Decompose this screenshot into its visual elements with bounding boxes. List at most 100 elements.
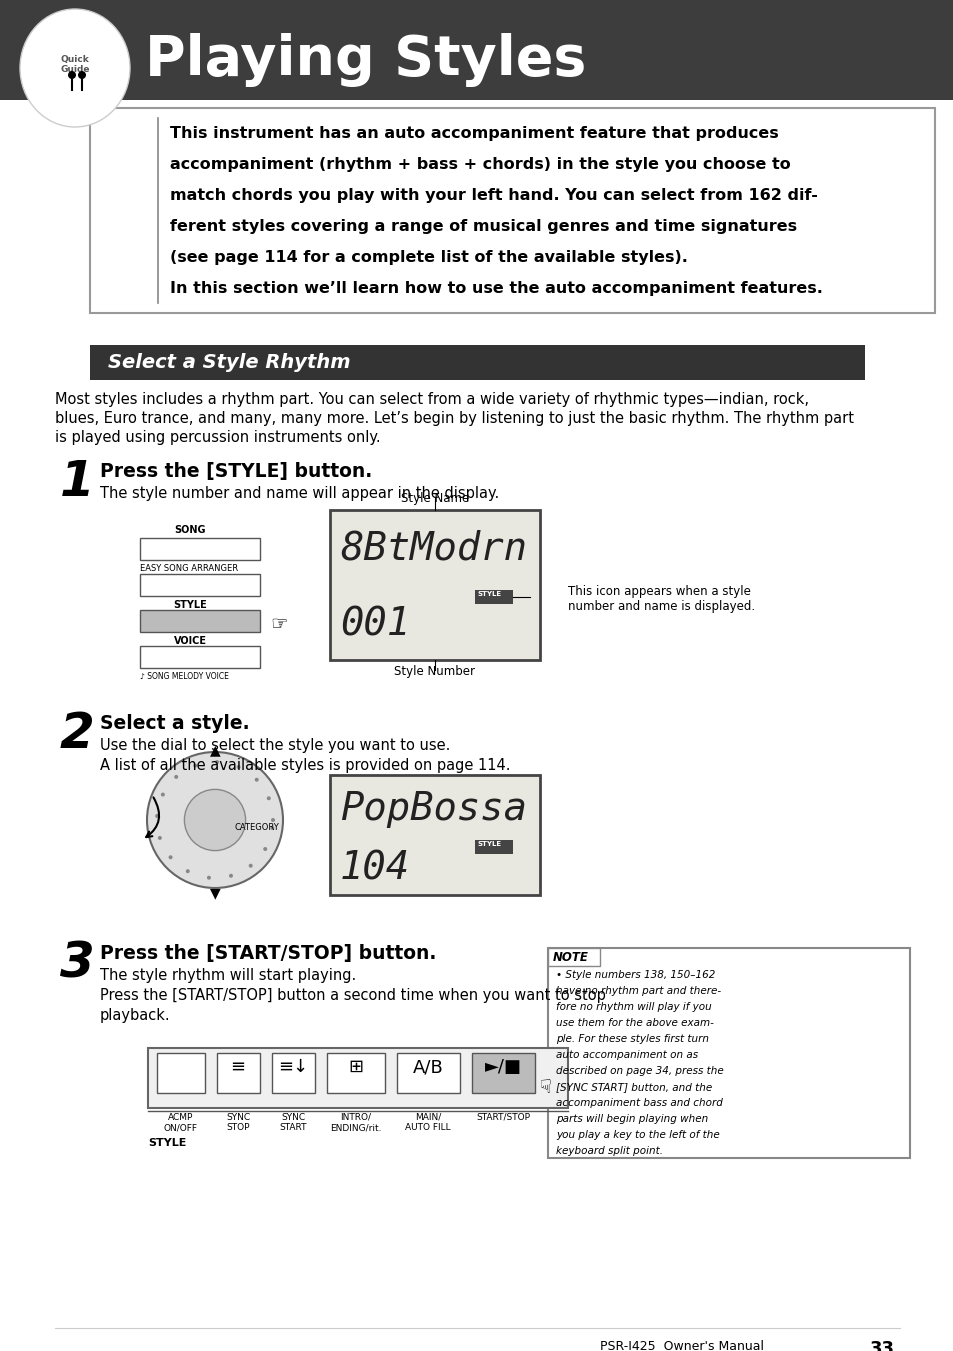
- Circle shape: [68, 72, 76, 78]
- Bar: [216, 1052, 260, 1093]
- Text: [SYNC START] button, and the: [SYNC START] button, and the: [556, 1082, 712, 1092]
- Text: ►/■: ►/■: [484, 1058, 521, 1075]
- Circle shape: [193, 763, 197, 767]
- Text: ☞: ☞: [270, 615, 287, 634]
- Bar: [140, 646, 260, 667]
- Text: 8BtModrn: 8BtModrn: [339, 530, 526, 567]
- Text: PopBossa: PopBossa: [339, 790, 526, 828]
- Text: This icon appears when a style
number and name is displayed.: This icon appears when a style number an…: [567, 585, 755, 613]
- Text: ⊞: ⊞: [348, 1058, 363, 1075]
- Circle shape: [155, 813, 159, 817]
- Text: accompaniment (rhythm + bass + chords) in the style you choose to: accompaniment (rhythm + bass + chords) i…: [170, 157, 790, 172]
- Circle shape: [229, 874, 233, 878]
- Text: 3: 3: [60, 940, 94, 988]
- Text: ≡: ≡: [231, 1058, 245, 1075]
- Circle shape: [214, 761, 219, 765]
- Text: • Style numbers 138, 150–162: • Style numbers 138, 150–162: [556, 970, 715, 979]
- Bar: [547, 948, 599, 966]
- Bar: [140, 574, 260, 596]
- Text: ▼: ▼: [210, 886, 220, 900]
- Bar: [547, 948, 909, 1158]
- Text: 2: 2: [60, 711, 94, 758]
- Bar: [475, 840, 513, 854]
- Text: Select a style.: Select a style.: [100, 713, 250, 734]
- Bar: [157, 1052, 205, 1093]
- Text: have no rhythm part and there-: have no rhythm part and there-: [556, 986, 720, 996]
- Text: ♪ SONG MELODY VOICE: ♪ SONG MELODY VOICE: [140, 671, 229, 681]
- Text: The style rhythm will start playing.: The style rhythm will start playing.: [100, 969, 355, 984]
- Text: (see page 114 for a complete list of the available styles).: (see page 114 for a complete list of the…: [170, 250, 687, 265]
- Text: STYLE: STYLE: [477, 842, 501, 847]
- Text: EASY SONG ARRANGER: EASY SONG ARRANGER: [140, 563, 238, 573]
- Bar: [472, 1052, 535, 1093]
- Text: PSR-I425  Owner's Manual: PSR-I425 Owner's Manual: [599, 1340, 763, 1351]
- Text: 104: 104: [339, 850, 410, 888]
- Bar: [90, 345, 864, 380]
- Circle shape: [186, 869, 190, 873]
- Text: you play a key to the left of the: you play a key to the left of the: [556, 1129, 719, 1140]
- Ellipse shape: [20, 9, 130, 127]
- Text: SONG: SONG: [174, 526, 206, 535]
- Circle shape: [271, 817, 274, 821]
- Text: In this section we’ll learn how to use the auto accompaniment features.: In this section we’ll learn how to use t…: [170, 281, 822, 296]
- Text: Press the [START/STOP] button a second time when you want to stop: Press the [START/STOP] button a second t…: [100, 988, 605, 1002]
- Text: auto accompaniment on as: auto accompaniment on as: [556, 1050, 698, 1061]
- Text: parts will begin playing when: parts will begin playing when: [556, 1115, 707, 1124]
- Text: Style Number: Style Number: [395, 665, 475, 678]
- Text: ≡↓: ≡↓: [277, 1058, 308, 1075]
- Text: fore no rhythm will play if you: fore no rhythm will play if you: [556, 1002, 711, 1012]
- Circle shape: [254, 778, 258, 782]
- Text: 001: 001: [339, 605, 410, 643]
- Bar: [272, 1052, 314, 1093]
- Text: Select a Style Rhythm: Select a Style Rhythm: [108, 353, 351, 372]
- Text: The style number and name will appear in the display.: The style number and name will appear in…: [100, 486, 498, 501]
- Text: STYLE: STYLE: [172, 600, 207, 611]
- Text: ple. For these styles first turn: ple. For these styles first turn: [556, 1034, 708, 1044]
- Text: playback.: playback.: [100, 1008, 171, 1023]
- Text: SYNC
START: SYNC START: [279, 1113, 307, 1132]
- Text: is played using percussion instruments only.: is played using percussion instruments o…: [55, 430, 380, 444]
- Text: A/B: A/B: [413, 1058, 443, 1075]
- Bar: [0, 0, 953, 100]
- Text: Quick
Guide: Quick Guide: [60, 55, 90, 74]
- Circle shape: [161, 793, 165, 797]
- Text: Press the [START/STOP] button.: Press the [START/STOP] button.: [100, 944, 436, 963]
- Text: A list of all the available styles is provided on page 114.: A list of all the available styles is pr…: [100, 758, 510, 773]
- Text: 33: 33: [869, 1340, 894, 1351]
- Text: START/STOP: START/STOP: [476, 1113, 530, 1121]
- Bar: [396, 1052, 459, 1093]
- Bar: [140, 611, 260, 632]
- Text: CATEGORY: CATEGORY: [234, 824, 279, 832]
- Text: Playing Styles: Playing Styles: [145, 32, 586, 86]
- Text: VOICE: VOICE: [173, 636, 206, 646]
- Circle shape: [249, 863, 253, 867]
- Text: Most styles includes a rhythm part. You can select from a wide variety of rhythm: Most styles includes a rhythm part. You …: [55, 392, 808, 407]
- Circle shape: [184, 789, 245, 851]
- Text: ▲: ▲: [210, 743, 220, 757]
- Circle shape: [267, 796, 271, 800]
- Text: MAIN/
AUTO FILL: MAIN/ AUTO FILL: [405, 1113, 451, 1132]
- Circle shape: [263, 847, 267, 851]
- Text: keyboard split point.: keyboard split point.: [556, 1146, 662, 1156]
- Text: NOTE: NOTE: [553, 951, 588, 965]
- Text: described on page 34, press the: described on page 34, press the: [556, 1066, 723, 1075]
- Bar: [330, 509, 539, 661]
- Text: use them for the above exam-: use them for the above exam-: [556, 1019, 713, 1028]
- Circle shape: [78, 72, 86, 78]
- Text: Use the dial to select the style you want to use.: Use the dial to select the style you wan…: [100, 738, 450, 753]
- Text: This instrument has an auto accompaniment feature that produces: This instrument has an auto accompanimen…: [170, 126, 778, 141]
- Circle shape: [236, 765, 240, 769]
- Circle shape: [270, 825, 274, 830]
- Text: SYNC
STOP: SYNC STOP: [226, 1113, 250, 1132]
- Bar: [330, 775, 539, 894]
- Text: blues, Euro trance, and many, many more. Let’s begin by listening to just the ba: blues, Euro trance, and many, many more.…: [55, 411, 853, 426]
- Text: 1: 1: [60, 458, 94, 507]
- Circle shape: [207, 875, 211, 880]
- Bar: [327, 1052, 385, 1093]
- Text: Press the [STYLE] button.: Press the [STYLE] button.: [100, 462, 372, 481]
- Bar: [140, 538, 260, 561]
- Bar: [90, 108, 934, 313]
- Text: match chords you play with your left hand. You can select from 162 dif-: match chords you play with your left han…: [170, 188, 817, 203]
- Text: accompaniment bass and chord: accompaniment bass and chord: [556, 1098, 722, 1108]
- Text: ferent styles covering a range of musical genres and time signatures: ferent styles covering a range of musica…: [170, 219, 797, 234]
